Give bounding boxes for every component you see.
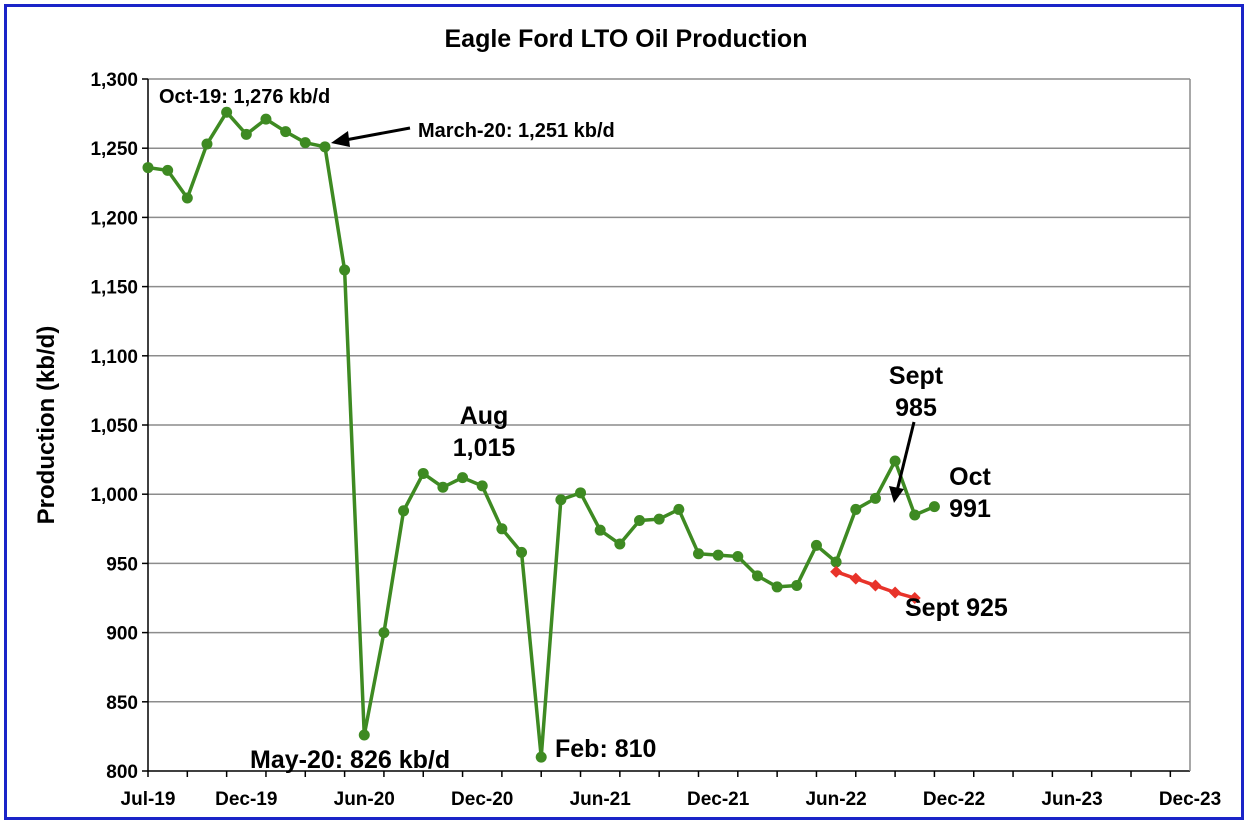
series-0-point [614,538,626,550]
series-0-point [496,523,508,535]
series-0-point [869,492,881,504]
x-tick-label: Dec-22 [923,789,985,810]
series-0-point [319,141,331,153]
series-0-point [673,503,685,515]
annotation-sept-925: Sept 925 [905,594,1008,622]
y-tick-label: 1,250 [90,139,138,160]
y-tick-label: 950 [106,554,138,575]
x-tick-label: Dec-19 [215,789,277,810]
y-tick-label: 1,100 [90,347,138,368]
x-tick-label: Jun-20 [334,789,395,810]
series-0-point [280,126,292,138]
series-0-point [555,494,567,506]
series-1-point [830,565,843,578]
series-0-point [830,556,842,568]
series-0-point [692,548,704,560]
march-20-arrow-head [331,131,350,147]
series-0-point [181,192,193,204]
series-0-point [378,627,390,639]
series-0-point [909,509,921,521]
series-0-point [437,481,449,493]
series-1-point [889,586,902,599]
annotation-oct-19: Oct-19: 1,276 kb/d [159,86,330,108]
series-0-point [751,570,763,582]
series-0-point [358,729,370,741]
annotation-feb-810: Feb: 810 [555,735,656,763]
gridlines [148,78,1190,703]
y-tick-label: 800 [106,762,138,783]
x-tick-label: Dec-21 [687,789,750,810]
annotation-sept-985: Sept 985 [889,362,944,422]
series-0-point [240,128,252,140]
series-0-point [634,514,646,526]
march-20-arrow-line [339,126,411,143]
series-0-point [162,164,174,176]
annotation-arrows [331,126,916,503]
x-tick-label: Jun-21 [570,789,632,810]
series-0-point [516,546,528,558]
series-0-point [575,487,587,499]
y-tick-label: 1,150 [90,278,138,299]
y-axis-label: Production (kb/d) [33,326,60,525]
series-0-point [417,467,429,479]
series-0-point [398,505,410,517]
series-0-point [889,455,901,467]
x-tick-labels: Jul-19 Dec-19 Jun-20 Dec-20 Jun-21 Dec-21 Jun-… [121,789,1222,810]
series-0-point [771,581,783,593]
x-tick-label: Jun-22 [805,789,866,810]
annotation-march-20: March-20: 1,251 kb/d [418,120,615,142]
y-tick-label: 1,050 [90,416,138,437]
x-tick-label: Jun-23 [1041,789,1102,810]
axes [142,78,1191,777]
y-tick-label: 1,300 [90,70,138,91]
series-0-point [339,264,351,276]
series-0-point [299,137,311,149]
series-0-point [260,113,272,125]
annotation-may-20: May-20: 826 kb/d [250,746,450,774]
y-tick-label: 900 [106,624,138,645]
series-0-point [810,539,822,551]
y-tick-label: 1,200 [90,208,138,229]
series-0-point [476,480,488,492]
annotation-aug: Aug 1,015 [453,402,516,462]
series-1-point [849,572,862,585]
series-0-point [712,549,724,561]
series-0-line [147,110,936,759]
series-0-point [457,472,469,484]
x-tick-label: Dec-23 [1159,789,1221,810]
series-layer [142,106,940,763]
series-0-point [201,138,213,150]
y-tick-labels: 800 850 900 950 1,000 1,050 1,100 1,150 1,200 1,2… [90,70,138,783]
x-tick-label: Dec-20 [451,789,513,810]
series-0-point [791,580,803,592]
series-0-point [653,513,665,525]
y-tick-label: 1,000 [90,485,138,506]
series-0-point [732,550,744,562]
annotations: Oct-19: 1,276 kb/d March-20: 1,251 kb/d … [159,86,1008,774]
chart-title: Eagle Ford LTO Oil Production [445,25,808,53]
series-0-point [535,751,547,763]
series-0-point [850,503,862,515]
series-0-point [221,106,233,118]
y-tick-label: 850 [106,693,138,714]
series-1-point [869,579,882,592]
sept-985-arrow-head [889,486,904,503]
series-0-point [594,524,606,536]
series-1-point [908,592,921,604]
series-0-point [142,162,154,174]
series-0-point [928,501,940,513]
sept-985-arrow-line [895,421,916,492]
annotation-oct-991: Oct 991 [949,463,991,523]
x-tick-label: Jul-19 [121,789,176,810]
